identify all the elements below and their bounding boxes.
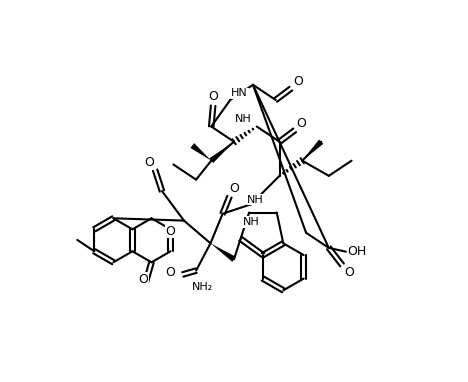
Text: O: O (229, 182, 239, 195)
Text: HN: HN (231, 88, 248, 98)
Text: NH: NH (235, 114, 252, 124)
Text: O: O (166, 225, 176, 238)
Text: O: O (293, 75, 303, 88)
Polygon shape (302, 139, 323, 161)
Polygon shape (211, 243, 236, 262)
Text: O: O (345, 266, 355, 279)
Polygon shape (209, 142, 234, 163)
Text: O: O (138, 273, 148, 286)
Polygon shape (190, 143, 211, 161)
Text: OH: OH (348, 245, 367, 258)
Text: O: O (165, 266, 175, 279)
Text: NH: NH (247, 195, 264, 205)
Text: O: O (145, 156, 154, 169)
Text: NH₂: NH₂ (192, 282, 213, 291)
Text: O: O (297, 117, 307, 130)
Text: O: O (208, 90, 218, 103)
Text: NH: NH (242, 217, 259, 227)
